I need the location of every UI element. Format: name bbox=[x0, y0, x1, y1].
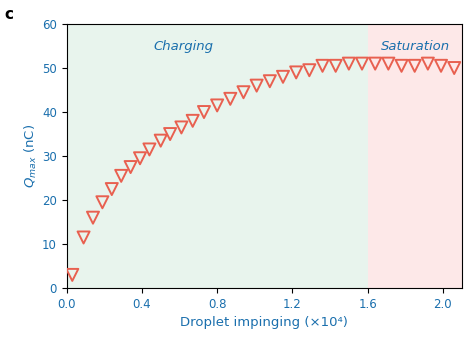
Point bbox=[253, 83, 260, 88]
Point bbox=[385, 61, 392, 67]
Point bbox=[89, 215, 97, 221]
Point bbox=[240, 90, 248, 95]
Point bbox=[69, 272, 76, 278]
Point bbox=[146, 147, 153, 152]
Point bbox=[292, 70, 300, 75]
Text: Charging: Charging bbox=[153, 39, 213, 52]
Point bbox=[200, 109, 208, 115]
Point bbox=[118, 173, 125, 179]
Text: Saturation: Saturation bbox=[381, 39, 450, 52]
Bar bbox=[67, 24, 367, 288]
Point bbox=[450, 65, 458, 71]
Point bbox=[157, 138, 165, 143]
Text: c: c bbox=[5, 7, 14, 22]
Point bbox=[213, 103, 221, 108]
Point bbox=[80, 235, 88, 240]
Point bbox=[345, 61, 353, 67]
Point bbox=[371, 61, 379, 67]
Point bbox=[411, 63, 418, 69]
Point bbox=[358, 61, 366, 67]
Bar bbox=[367, 24, 462, 288]
Point bbox=[398, 63, 406, 69]
Point bbox=[189, 118, 197, 123]
Point bbox=[178, 125, 185, 130]
Point bbox=[99, 200, 106, 205]
Point bbox=[108, 186, 116, 192]
Y-axis label: $Q_{max}$ (nC): $Q_{max}$ (nC) bbox=[23, 124, 39, 188]
Point bbox=[306, 68, 313, 73]
Point bbox=[227, 96, 234, 102]
Point bbox=[437, 63, 445, 69]
Point bbox=[424, 61, 432, 67]
Point bbox=[332, 63, 339, 69]
X-axis label: Droplet impinging (×10⁴): Droplet impinging (×10⁴) bbox=[180, 316, 348, 329]
Point bbox=[136, 155, 144, 161]
Point bbox=[127, 164, 134, 170]
Point bbox=[266, 79, 274, 84]
Point bbox=[279, 74, 287, 80]
Point bbox=[166, 131, 174, 137]
Point bbox=[319, 63, 327, 69]
